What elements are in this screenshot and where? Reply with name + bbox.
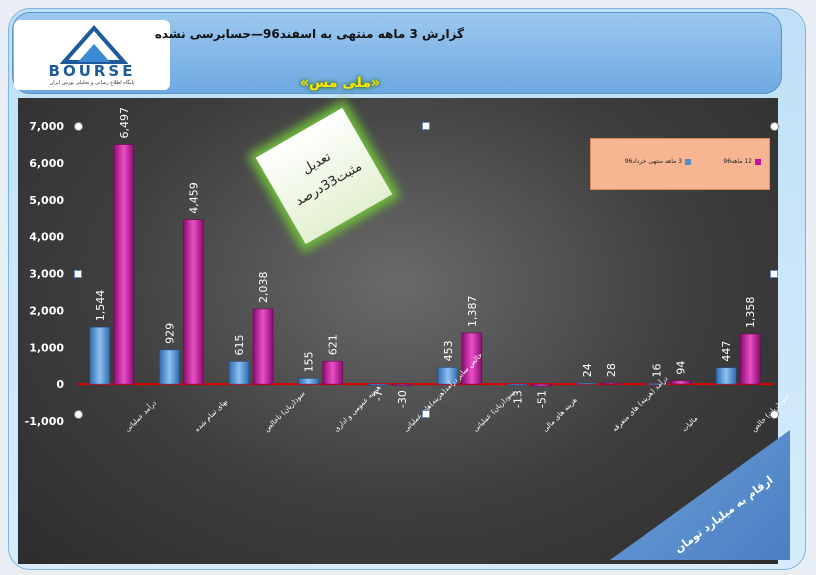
bar-12-month [391,383,413,386]
x-category-label: بهای تمام شده [193,397,229,433]
bar-12-month [461,332,483,385]
y-tick-label: 0 [56,378,64,391]
bar-value-label: 1,387 [466,295,479,327]
chart-resize-handle-left[interactable] [74,270,82,278]
legend-item-12-month: 12 ماهه96 [723,158,761,165]
legend-item-3-month: 3 ماهه منتهی خرداد96 [625,158,691,165]
bar-value-label: 453 [442,340,455,361]
bourse-logo-mark-icon [59,24,129,64]
chart-resize-handle-top-right[interactable] [770,122,779,131]
bar-3-month [437,367,459,385]
bar-12-month [113,144,135,385]
bar-value-label: 615 [233,334,246,355]
report-title: گزارش 3 ماهه منتهی به اسفند96—حسابرسی نش… [154,27,464,41]
bar-value-label: 2,038 [257,271,270,303]
legend-label-12-month: 12 ماهه96 [723,158,752,165]
y-tick-label: -1,000 [25,415,65,428]
y-tick-label: 6,000 [29,157,64,170]
bar-3-month [159,349,180,385]
y-tick-label: 7,000 [29,120,64,133]
chart-legend: 12 ماهه96 3 ماهه منتهی خرداد96 [590,138,770,190]
bar-12-month [531,383,552,387]
bar-value-label: 447 [720,341,733,362]
bar-3-month [89,326,111,385]
bar-value-label: 16 [651,364,664,378]
chart-resize-handle-bottom-left[interactable] [74,410,83,419]
logo-tagline: پایگاه اطلاع رسانی و تحلیلی بورس ایران [49,80,135,86]
chart-resize-handle-bottom[interactable] [422,410,430,418]
company-name: «ملی مس» [300,75,380,91]
x-category-label: هزینه عمومی و اداری [332,383,382,433]
legend-swatch-3-month [685,158,691,165]
bar-value-label: -51 [535,390,548,408]
y-tick-label: 5,000 [29,194,64,207]
bar-value-label: -13 [511,390,524,408]
bar-value-label: 28 [605,363,618,377]
bar-value-label: -30 [396,390,409,408]
legend-label-3-month: 3 ماهه منتهی خرداد96 [624,158,682,165]
y-tick-label: 3,000 [29,268,64,281]
legend-swatch-12-month [755,158,761,165]
x-category-label: سود(زیان) ناخالص [263,389,307,433]
bourse-logo: BOURSE پایگاه اطلاع رسانی و تحلیلی بورس … [14,20,170,90]
bar-12-month [739,333,761,385]
bar-3-month [507,383,528,386]
bar-value-label: 621 [327,334,340,355]
bar-12-month [252,308,274,385]
chart-resize-handle-top-left[interactable] [74,122,83,131]
bar-3-month [298,378,319,385]
bar-3-month [646,383,667,385]
bar-3-month [715,367,737,385]
bar-value-label: 929 [163,323,176,344]
bar-value-label: 4,459 [187,182,200,214]
bar-12-month [322,360,343,385]
chart-resize-handle-right[interactable] [770,270,778,278]
bar-value-label: 1,358 [744,297,757,329]
chart-resize-handle-bottom-right[interactable] [770,410,779,419]
y-tick-label: 2,000 [29,304,64,317]
logo-wordmark: BOURSE [48,62,136,80]
bar-value-label: -7 [372,390,385,401]
bar-3-month [576,382,598,385]
bar-3-month [228,361,250,385]
bar-value-label: 94 [675,361,688,375]
x-category-label: سود(زیان) عملیاتی [472,388,517,433]
bar-value-label: 6,497 [118,107,131,139]
bar-3-month [367,383,389,386]
bar-12-month [670,380,691,385]
bar-value-label: 24 [581,363,594,377]
bar-value-label: 155 [303,351,316,372]
x-category-label: خالص سایر درآمد(هزینه)های عملیاتی [401,351,484,434]
bar-12-month [600,382,622,385]
x-category-label: درآمد عملیاتی [123,398,158,433]
y-tick-label: 1,000 [29,341,64,354]
y-tick-label: 4,000 [29,231,64,244]
chart-resize-handle-top[interactable] [422,122,430,130]
bar-12-month [183,219,204,385]
x-category-label: مالیات [680,414,699,433]
bar-value-label: 1,544 [94,290,107,322]
